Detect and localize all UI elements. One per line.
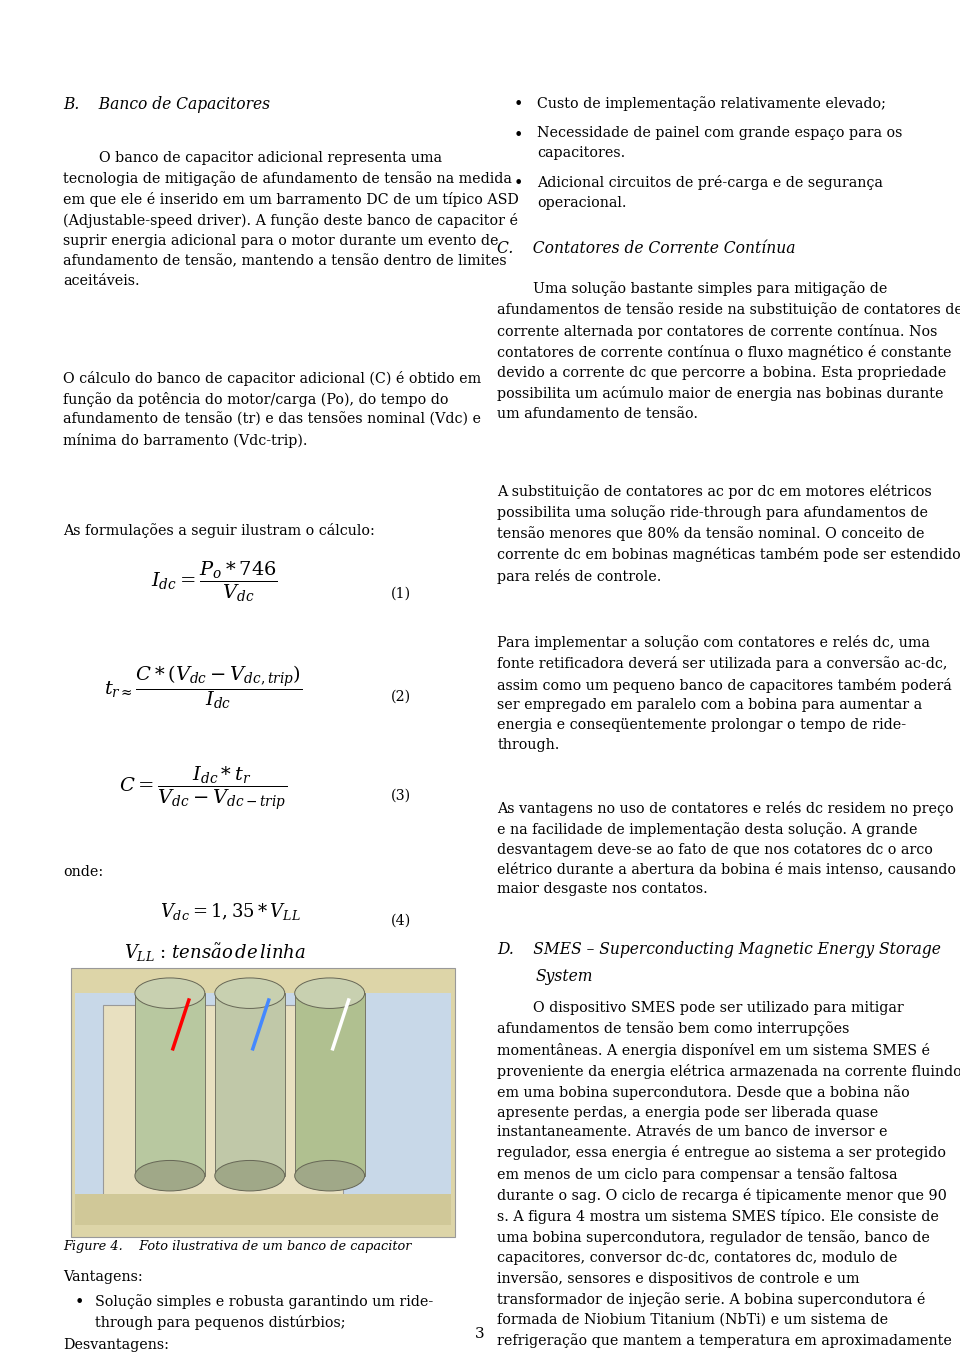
Text: D.    SMES – Superconducting Magnetic Energy Storage: D. SMES – Superconducting Magnetic Energ… <box>497 942 942 958</box>
Ellipse shape <box>135 1160 204 1191</box>
Text: Necessidade de painel com grande espaço para os
capacitores.: Necessidade de painel com grande espaço … <box>538 126 902 160</box>
Text: •: • <box>514 96 523 112</box>
Text: As formulações a seguir ilustram o cálculo:: As formulações a seguir ilustram o cálcu… <box>63 522 374 537</box>
Text: As vantagens no uso de contatores e relés dc residem no preço
e na facilidade de: As vantagens no uso de contatores e relé… <box>497 801 956 897</box>
Ellipse shape <box>295 1160 365 1191</box>
Text: Para implementar a solução com contatores e relés dc, uma
fonte retificadora dev: Para implementar a solução com contatore… <box>497 635 952 751</box>
Text: 3: 3 <box>475 1327 485 1341</box>
FancyBboxPatch shape <box>135 993 204 1176</box>
Text: Figure 4.    Foto ilustrativa de um banco de capacitor: Figure 4. Foto ilustrativa de um banco d… <box>63 1241 412 1253</box>
Text: Adicional circuitos de pré-carga e de segurança
operacional.: Adicional circuitos de pré-carga e de se… <box>538 175 883 210</box>
Text: Desvantagens:: Desvantagens: <box>63 1338 169 1352</box>
FancyBboxPatch shape <box>75 993 450 1212</box>
Text: (1): (1) <box>391 587 411 600</box>
Text: $C = \dfrac{I_{dc} * t_{r}}{V_{dc} - V_{dc-trip}}$: $C = \dfrac{I_{dc} * t_{r}}{V_{dc} - V_{… <box>119 765 287 812</box>
Text: Uma solução bastante simples para mitigação de
afundamentos de tensão reside na : Uma solução bastante simples para mitiga… <box>497 281 960 421</box>
FancyBboxPatch shape <box>103 1005 343 1200</box>
Text: Custo de implementação relativamente elevado;: Custo de implementação relativamente ele… <box>538 96 886 111</box>
Text: A substituição de contatores ac por dc em motores elétricos
possibilita uma solu: A substituição de contatores ac por dc e… <box>497 484 960 584</box>
Text: O banco de capacitor adicional representa uma
tecnologia de mitigação de afundam: O banco de capacitor adicional represent… <box>63 151 518 288</box>
Text: $V_{LL}$ : $\it{tens\~{a}o\,de\,linha}$: $V_{LL}$ : $\it{tens\~{a}o\,de\,linha}$ <box>124 942 306 964</box>
FancyBboxPatch shape <box>71 968 454 1237</box>
Text: $V_{dc} = 1,35 * V_{LL}$: $V_{dc} = 1,35 * V_{LL}$ <box>160 901 301 923</box>
Text: $t_{r\approx}\dfrac{C*(V_{dc} - V_{dc,trip})}{I_{dc}}$: $t_{r\approx}\dfrac{C*(V_{dc} - V_{dc,tr… <box>104 664 302 712</box>
Text: $I_{dc} = \dfrac{P_o * 746}{V_{dc}}$: $I_{dc} = \dfrac{P_o * 746}{V_{dc}}$ <box>152 559 278 603</box>
Text: (4): (4) <box>391 913 411 927</box>
Text: O cálculo do banco de capacitor adicional (C) é obtido em
função da potência do : O cálculo do banco de capacitor adiciona… <box>63 370 481 448</box>
Text: (3): (3) <box>391 788 411 803</box>
Text: System: System <box>536 968 593 986</box>
Text: B.    Banco de Capacitores: B. Banco de Capacitores <box>63 96 270 112</box>
FancyBboxPatch shape <box>75 1194 450 1224</box>
Ellipse shape <box>135 978 204 1009</box>
Ellipse shape <box>295 978 365 1009</box>
Text: Vantagens:: Vantagens: <box>63 1270 143 1283</box>
Text: onde:: onde: <box>63 865 104 879</box>
Text: O dispositivo SMES pode ser utilizado para mitigar
afundamentos de tensão bem co: O dispositivo SMES pode ser utilizado pa… <box>497 1001 960 1348</box>
Text: Solução simples e robusta garantindo um ride-
through para pequenos distúrbios;: Solução simples e robusta garantindo um … <box>95 1294 433 1330</box>
Text: C.    Contatores de Corrente Contínua: C. Contatores de Corrente Contínua <box>497 240 796 256</box>
Text: •: • <box>75 1294 84 1311</box>
Ellipse shape <box>215 978 285 1009</box>
Ellipse shape <box>215 1160 285 1191</box>
Text: (2): (2) <box>391 690 411 705</box>
FancyBboxPatch shape <box>295 993 365 1176</box>
Text: •: • <box>514 175 523 192</box>
FancyBboxPatch shape <box>215 993 285 1176</box>
Text: •: • <box>514 126 523 144</box>
